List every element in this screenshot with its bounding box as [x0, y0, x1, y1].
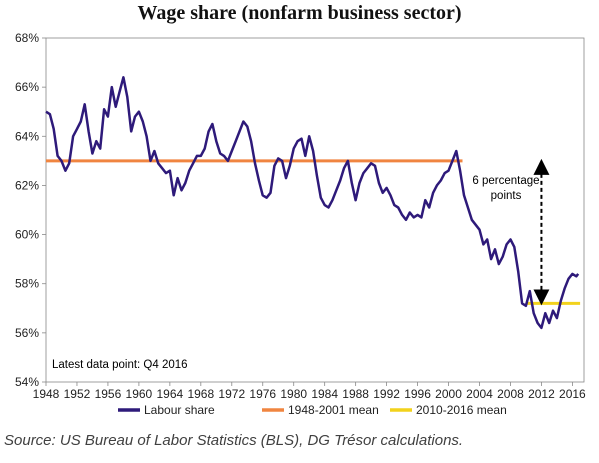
x-tick-label: 2008 [497, 387, 524, 401]
x-tick-label: 1948 [33, 387, 60, 401]
series-layer [45, 76, 581, 330]
x-tick-label: 1972 [218, 387, 245, 401]
annotation-layer: 6 percentage points Latest data point: Q4… [52, 158, 550, 371]
legend-label: 1948-2001 mean [288, 403, 379, 417]
series-line-0 [45, 76, 580, 330]
x-tick-label: 2012 [528, 387, 555, 401]
x-axis: 1948 1952 1956 1960 1964 1968 1972 1976 1980 1984… [33, 382, 586, 401]
x-tick-label: 1992 [373, 387, 400, 401]
x-tick-label: 1988 [342, 387, 369, 401]
x-tick-label: 1996 [404, 387, 431, 401]
x-tick-label: 1956 [95, 387, 122, 401]
x-tick-label: 1968 [187, 387, 214, 401]
y-tick-label: 60% [15, 228, 39, 242]
y-tick-label: 62% [15, 178, 39, 192]
y-tick-label: 54% [15, 375, 39, 389]
x-tick-label: 1960 [126, 387, 153, 401]
latest-data-point-note: Latest data point: Q4 2016 [52, 359, 188, 371]
x-tick-label: 1984 [311, 387, 338, 401]
source-note: Source: US Bureau of Labor Statistics (B… [4, 432, 464, 449]
legend-label: Labour share [144, 403, 215, 417]
y-tick-label: 68% [15, 31, 39, 45]
x-tick-label: 1952 [64, 387, 91, 401]
y-tick-label: 58% [15, 277, 39, 291]
plot-area-frame [45, 37, 585, 383]
y-axis: 54% 56% 58% 60% 62% 64% 66% 68% [15, 31, 46, 389]
legend: Labour share 1948-2001 mean 2010-2016 mean [118, 403, 507, 417]
gap-annotation-label: 6 percentage points [472, 175, 539, 202]
x-tick-label: 1980 [280, 387, 307, 401]
chart-title: Wage share (nonfarm business sector) [137, 2, 462, 24]
x-tick-label: 2000 [435, 387, 462, 401]
x-tick-label: 1964 [157, 387, 184, 401]
x-tick-label: 2016 [559, 387, 586, 401]
x-tick-label: 1976 [249, 387, 276, 401]
x-tick-label: 2004 [466, 387, 493, 401]
legend-label: 2010-2016 mean [416, 403, 507, 417]
y-tick-label: 56% [15, 326, 39, 340]
y-tick-label: 66% [15, 80, 39, 94]
y-tick-label: 64% [15, 129, 39, 143]
